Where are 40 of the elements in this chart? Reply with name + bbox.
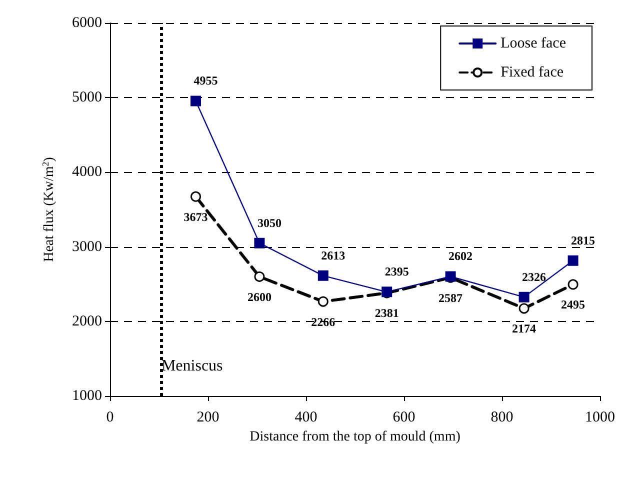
- point: [254, 271, 265, 282]
- data-label: 2600: [247, 290, 272, 304]
- data-label: 2587: [438, 290, 463, 305]
- y-tick-label: 1000: [72, 388, 102, 404]
- data-label: 3050: [257, 216, 282, 230]
- x-tick-label: 200: [196, 410, 220, 426]
- x-tick-label: 1000: [585, 410, 615, 426]
- data-label: 4955: [194, 74, 218, 88]
- y-tick-label: 3000: [72, 238, 102, 255]
- data-label: 2395: [384, 264, 409, 279]
- data-label: 2495: [561, 298, 586, 312]
- data-label: 2815: [571, 233, 596, 248]
- data-label: 2174: [512, 322, 536, 336]
- legend-label: Loose face: [500, 36, 566, 52]
- point: [518, 303, 530, 314]
- y-tick-label: 2000: [72, 313, 102, 330]
- x-tick-label: 400: [294, 410, 318, 426]
- data-label: 3673: [184, 210, 208, 224]
- y-tick-label: 4000: [72, 164, 102, 180]
- y-tick-label: 6000: [72, 15, 102, 31]
- x-axis-title: Distance from the top of mould (mm): [250, 430, 461, 444]
- data-label: 2381: [374, 306, 399, 320]
- x-tick-label: 600: [392, 410, 416, 426]
- point: [568, 255, 578, 266]
- point: [190, 96, 201, 106]
- point: [318, 296, 328, 307]
- point: [518, 292, 530, 302]
- ref-line-label: Meniscus: [161, 358, 223, 374]
- y-axis-title: Heat flux (Kw/m2): [40, 156, 57, 262]
- x-tick-label: 800: [490, 410, 514, 426]
- point: [254, 238, 265, 248]
- point: [568, 279, 578, 290]
- data-label: 2602: [448, 249, 473, 264]
- point: [190, 191, 201, 202]
- x-tick-label: 0: [106, 410, 114, 426]
- data-label: 2613: [321, 248, 346, 262]
- point: [318, 270, 328, 281]
- y-tick-label: 5000: [72, 90, 102, 106]
- data-label: 2326: [522, 270, 546, 284]
- legend-label: Fixed face: [500, 64, 564, 80]
